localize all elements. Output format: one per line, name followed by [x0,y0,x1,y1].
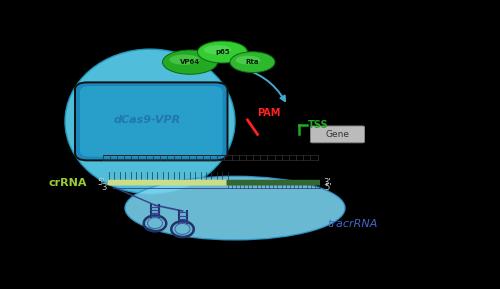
Ellipse shape [230,52,275,73]
Ellipse shape [198,41,248,63]
FancyArrowPatch shape [235,67,285,101]
Ellipse shape [125,176,345,240]
Text: PAM: PAM [258,108,281,118]
FancyBboxPatch shape [310,126,364,143]
FancyBboxPatch shape [226,180,320,186]
Ellipse shape [170,55,200,65]
Text: dCas9-VPR: dCas9-VPR [114,115,181,125]
FancyBboxPatch shape [80,86,223,157]
Text: TSS: TSS [308,120,328,130]
Ellipse shape [204,45,231,55]
Text: 5': 5' [324,183,332,192]
Text: tracrRNA: tracrRNA [328,219,378,229]
Ellipse shape [162,50,218,74]
Text: 3': 3' [323,178,330,187]
FancyBboxPatch shape [75,82,228,160]
Text: VP64: VP64 [180,59,200,65]
Text: 3': 3' [101,183,108,192]
Ellipse shape [236,55,260,64]
Text: crRNA: crRNA [48,178,87,188]
Text: 5': 5' [98,178,105,187]
Text: Rta: Rta [246,59,259,65]
Ellipse shape [65,49,235,194]
FancyBboxPatch shape [108,180,228,186]
Text: Gene: Gene [326,130,349,139]
Text: p65: p65 [215,49,230,55]
